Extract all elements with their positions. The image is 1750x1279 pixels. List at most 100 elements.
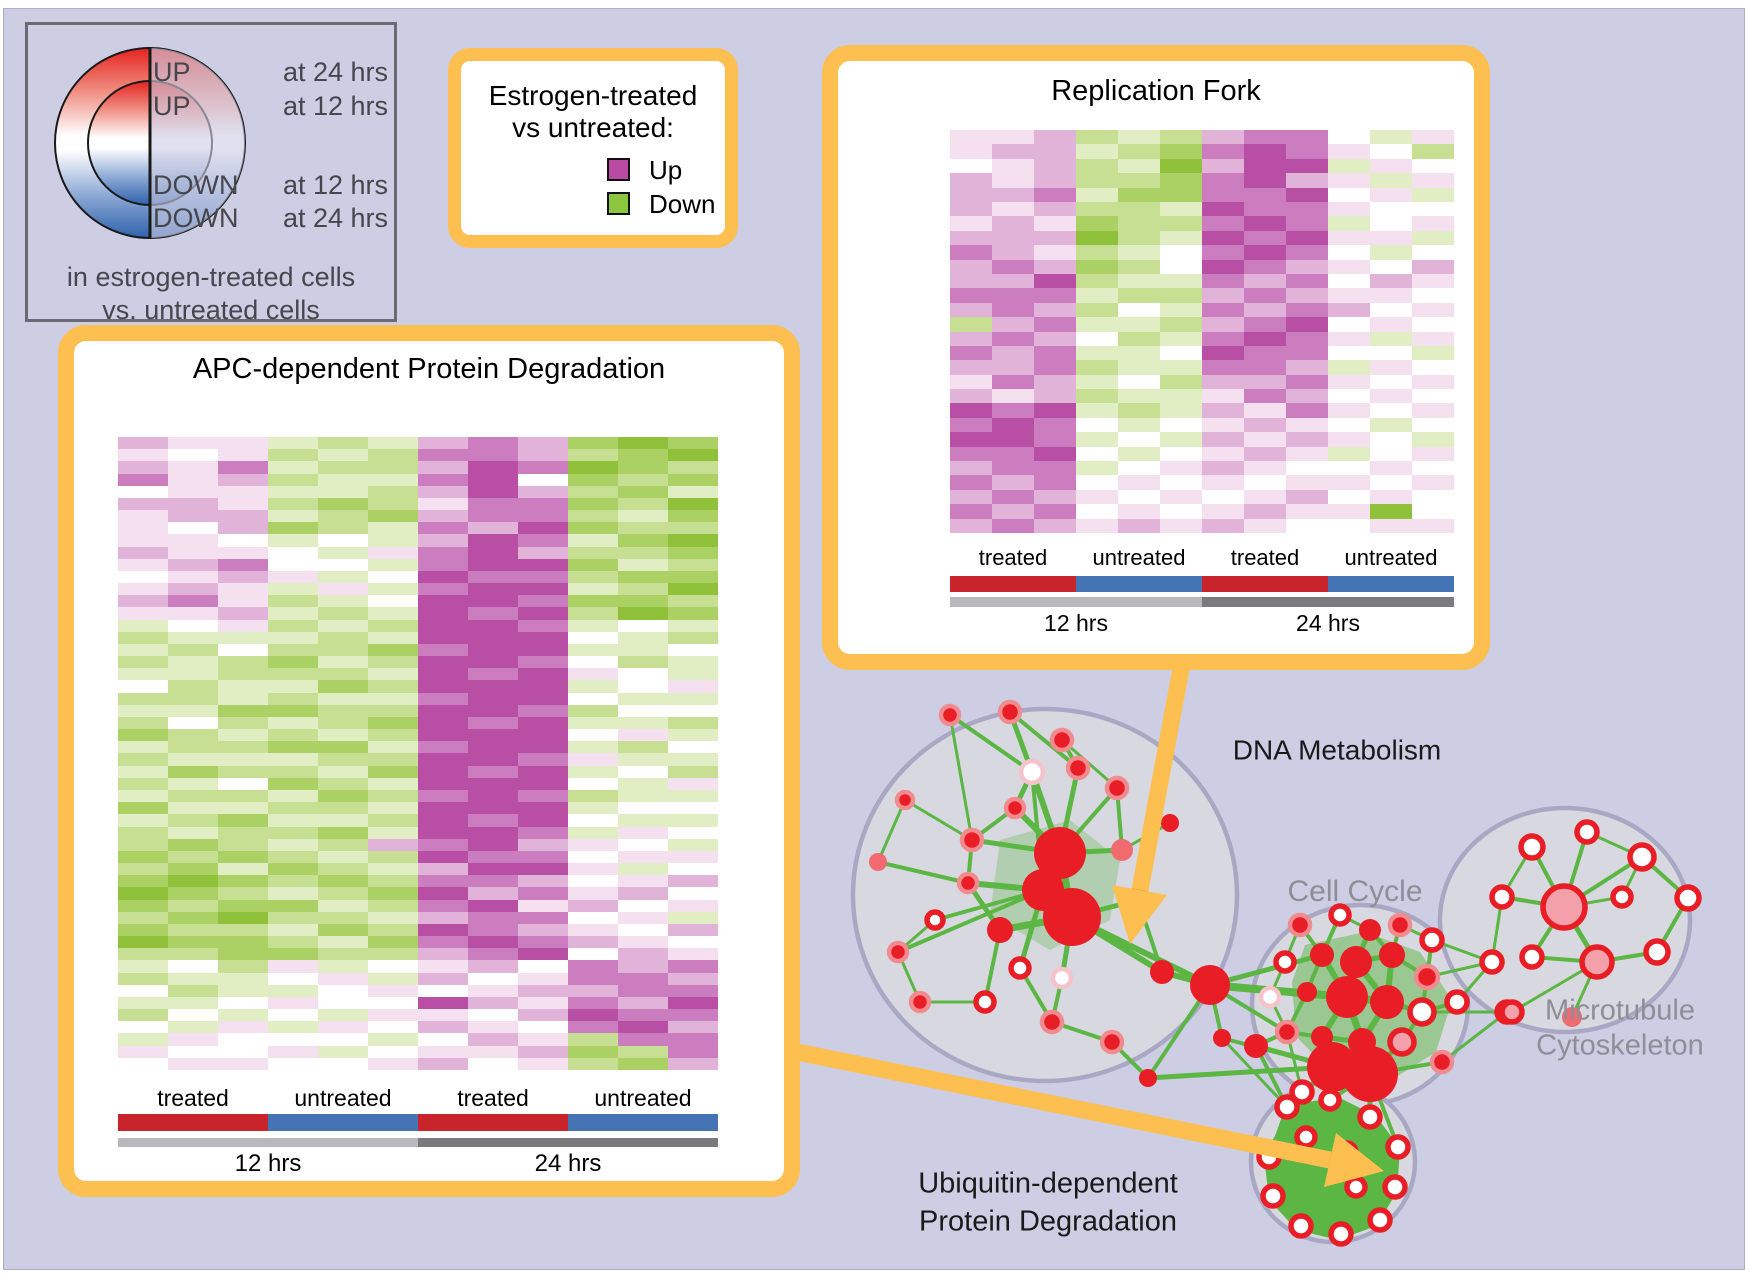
heatmap-cell (1034, 230, 1076, 246)
heatmap-cell (468, 996, 518, 1010)
heatmap-cell (518, 1057, 568, 1070)
heatmap-cell (368, 485, 418, 498)
heatmap-cell (168, 802, 218, 815)
heatmap-cell (1076, 446, 1118, 462)
ring-legend-row: DOWN at 12 hrs (28, 169, 394, 201)
heatmap-cell (418, 656, 468, 669)
heatmap-cell (618, 765, 668, 778)
heatmap-cell (468, 1057, 518, 1070)
heatmap-cell (1202, 446, 1244, 462)
heatmap-cell (418, 875, 468, 888)
heatmap-cell (518, 826, 568, 839)
heatmap-cell (368, 875, 418, 888)
heatmap-cell (168, 595, 218, 608)
heatmap-cell (318, 656, 368, 669)
heatmap-cell (218, 716, 268, 730)
heatmap-cell (568, 984, 618, 997)
heatmap-cell (1076, 432, 1118, 447)
heatmap-cell (992, 331, 1034, 346)
heatmap-cell (518, 1021, 568, 1034)
heatmap-cell (468, 899, 518, 912)
heatmap-cell (318, 497, 368, 511)
heatmap-cell (1202, 130, 1244, 145)
heatmap-cell (368, 704, 418, 717)
heatmap-cell (1286, 245, 1328, 260)
heatmap-cell (318, 704, 368, 717)
heatmap-cell (1076, 259, 1118, 274)
heatmap-cell (168, 534, 218, 547)
heatmap-cell (268, 753, 318, 766)
heatmap-cell (468, 960, 518, 973)
heatmap-cell (568, 631, 618, 644)
heatmap-cell (618, 960, 668, 973)
heatmap-cell (668, 741, 718, 754)
heatmap-cell (1202, 317, 1244, 332)
heatmap-cell (1244, 504, 1286, 519)
heatmap-cell (518, 631, 568, 644)
heatmap-cell (950, 504, 992, 519)
heatmap-cell (568, 741, 618, 754)
heatmap-cell (268, 595, 318, 608)
heatmap-cell (1328, 417, 1370, 433)
heatmap-cell (368, 449, 418, 462)
heatmap-cell (118, 449, 168, 462)
heatmap-cell (1328, 230, 1370, 246)
heatmap-cell (368, 814, 418, 827)
heatmap-cell (218, 546, 268, 559)
heatmap-cell (268, 911, 318, 924)
heatmap-cell (268, 790, 318, 803)
heatmap-cell (418, 485, 468, 498)
heatmap-cell (1034, 345, 1076, 361)
heatmap-cell (368, 656, 418, 669)
heatmap-cell (618, 546, 668, 559)
heatmap-cell (468, 1033, 518, 1046)
heatmap-cell (218, 899, 268, 912)
heatmap-cell (618, 1033, 668, 1046)
heatmap-cell (118, 887, 168, 900)
heatmap-cell (668, 777, 718, 791)
heatmap-cell (268, 437, 318, 450)
heatmap-cell (1286, 360, 1328, 375)
heatmap-cell (1202, 461, 1244, 476)
expression-time-label: at 12 hrs (282, 170, 388, 200)
heatmap-cell (218, 656, 268, 669)
heatmap-cell (518, 716, 568, 730)
heatmap-cell (1328, 432, 1370, 447)
expression-direction-label: UP (153, 91, 191, 121)
heatmap-cell (1286, 489, 1328, 505)
heatmap-cell (218, 607, 268, 620)
heatmap-cell (1370, 245, 1412, 260)
heatmap-cell (950, 216, 992, 231)
heatmap-cell (118, 716, 168, 730)
heatmap-cell (168, 583, 218, 596)
heatmap-cell (992, 389, 1034, 404)
heatmap-cell (950, 245, 992, 260)
heatmap-cell (618, 802, 668, 815)
heatmap-cell (168, 753, 218, 766)
sample-group-bar-treated (418, 1114, 568, 1131)
heatmap-cell (168, 1045, 218, 1058)
heatmap-cell (518, 1009, 568, 1022)
heatmap-cell (318, 473, 368, 486)
heatmap-cell (318, 1021, 368, 1034)
heatmap-cell (1412, 273, 1454, 289)
heatmap-cell (992, 259, 1034, 274)
heatmap-cell (1286, 518, 1328, 533)
heatmap-cell (468, 704, 518, 717)
heatmap-cell (168, 875, 218, 888)
heatmap-cell (1118, 475, 1160, 490)
heatmap-cell (368, 497, 418, 511)
heatmap-cell (1202, 144, 1244, 159)
heatmap-cell (1202, 331, 1244, 346)
heatmap-cell (1034, 374, 1076, 390)
heatmap-cell (668, 923, 718, 937)
heatmap-cell (468, 497, 518, 511)
heatmap-cell (218, 911, 268, 924)
heatmap-cell (668, 790, 718, 803)
legend-item-label: Down (649, 189, 716, 219)
heatmap-cell (318, 583, 368, 596)
heatmap-cell (218, 777, 268, 791)
heatmap-cell (468, 814, 518, 827)
heatmap-cell (1160, 245, 1202, 260)
heatmap-cell (618, 972, 668, 985)
